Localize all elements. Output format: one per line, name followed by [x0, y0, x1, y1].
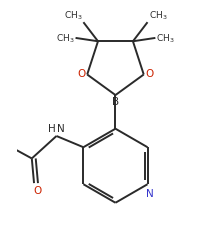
Text: N: N [57, 124, 65, 134]
Text: B: B [112, 96, 119, 106]
Text: H: H [48, 124, 55, 134]
Text: N: N [146, 188, 154, 198]
Text: O: O [145, 69, 154, 79]
Text: CH$_3$: CH$_3$ [56, 32, 74, 45]
Text: CH$_3$: CH$_3$ [149, 10, 167, 22]
Text: CH$_3$: CH$_3$ [156, 32, 175, 45]
Text: O: O [77, 69, 85, 79]
Text: O: O [34, 185, 42, 195]
Text: CH$_3$: CH$_3$ [64, 10, 82, 22]
